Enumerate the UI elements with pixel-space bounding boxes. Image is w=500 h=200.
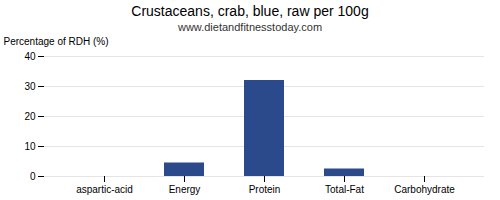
html-text:www.dietandfitnesstoday.com: www.dietandfitnesstoday.com: [178, 21, 322, 33]
svg-text:Total-Fat: Total-Fat: [325, 184, 364, 195]
svg-text:30: 30: [24, 81, 36, 92]
svg-text:10: 10: [24, 141, 36, 152]
svg-text:Protein: Protein: [249, 184, 281, 195]
svg-text:Percentage of RDH (%): Percentage of RDH (%): [4, 36, 109, 47]
html-text:Crustaceans, crab, blue, raw p: Crustaceans, crab, blue, raw per 100g: [131, 3, 369, 19]
svg-text:20: 20: [24, 111, 36, 122]
svg-text:40: 40: [24, 51, 36, 62]
svg-text:Carbohydrate: Carbohydrate: [394, 184, 455, 195]
svg-text:Energy: Energy: [169, 184, 201, 195]
svg-text:aspartic-acid: aspartic-acid: [76, 184, 133, 195]
svg-text:0: 0: [30, 171, 36, 182]
